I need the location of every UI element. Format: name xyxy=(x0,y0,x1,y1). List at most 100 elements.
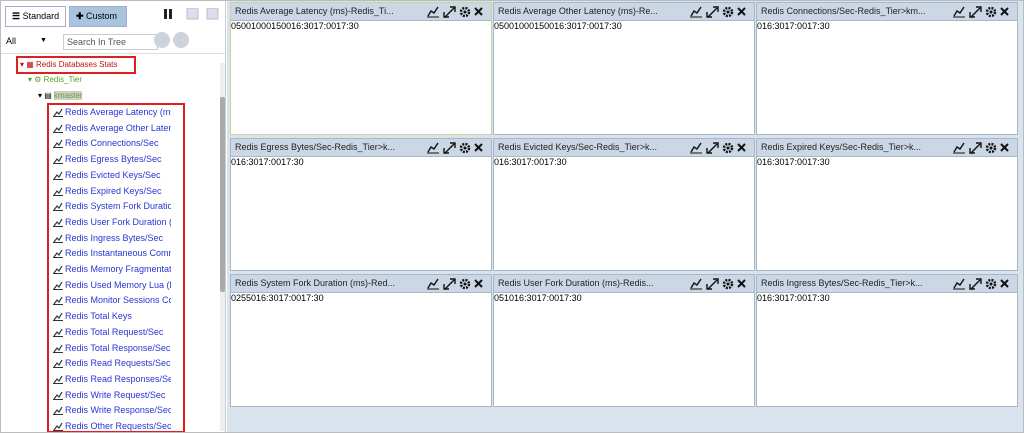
tree-item[interactable]: Redis Other Requests/Sec xyxy=(53,419,171,432)
tree-node[interactable]: ▾ ▤ kmaster xyxy=(38,91,83,100)
tree-label: Redis Databases Stats xyxy=(36,60,118,69)
tree-item[interactable]: Redis Write Request/Sec xyxy=(53,388,171,402)
panel-tools[interactable] xyxy=(953,142,1013,154)
chart-panel: Redis Egress Bytes/Sec-Redis_Tier>k... 01… xyxy=(230,138,492,271)
tree-label: kmaster xyxy=(54,91,83,100)
panel-title: Redis System Fork Duration (ms)-Red... xyxy=(235,278,396,288)
y-tick-label: 0 xyxy=(757,293,763,303)
panel-tools[interactable] xyxy=(690,278,750,290)
tree-item[interactable]: Redis Connections/Sec xyxy=(53,136,171,150)
panel-tools[interactable] xyxy=(690,6,750,18)
x-tick-label: 17:30 xyxy=(807,293,830,303)
chart: 05001000150016:3017:0017:30 xyxy=(231,21,359,31)
tree-label: Redis Write Request/Sec xyxy=(65,389,166,400)
x-tick-label: 17:00 xyxy=(784,293,808,303)
x-tick-label: 16:30 xyxy=(762,293,785,303)
panel-tools[interactable] xyxy=(427,278,487,290)
panel-tools[interactable] xyxy=(953,278,1013,290)
tree-item[interactable]: Redis Average Other Latency xyxy=(53,121,171,135)
tree-item[interactable]: Redis Total Request/Sec xyxy=(53,325,171,339)
panel-title: Redis Expired Keys/Sec-Redis_Tier>k... xyxy=(761,142,921,152)
tree-node[interactable]: ▾ ⚙ Redis_Tier xyxy=(28,75,83,84)
scrollbar[interactable] xyxy=(220,63,225,431)
chart: 016:3017:0017:30 xyxy=(494,157,567,167)
panel-tools[interactable] xyxy=(427,142,487,154)
y-tick-label: 25 xyxy=(236,293,247,303)
tree-item[interactable]: Redis Ingress Bytes/Sec xyxy=(53,231,171,245)
tree-item[interactable]: Redis Evicted Keys/Sec xyxy=(53,168,171,182)
x-tick-label: 16:30 xyxy=(554,21,577,31)
panel-title: Redis User Fork Duration (ms)-Redis... xyxy=(498,278,654,288)
tab[interactable]: ✚ Custom xyxy=(69,6,127,27)
x-tick-label: 17:00 xyxy=(784,21,808,31)
panel-header: Redis Ingress Bytes/Sec-Redis_Tier>k... xyxy=(757,275,1017,293)
tree-item[interactable]: Redis Read Requests/Sec xyxy=(53,356,171,370)
x-tick-label: 16:30 xyxy=(256,293,279,303)
tree-root[interactable]: ▾ ▦ Redis Databases Stats xyxy=(20,60,118,69)
tree-label: Redis User Fork Duration (ms xyxy=(65,216,171,227)
search-input[interactable]: Search In Tree xyxy=(63,34,158,50)
y-tick-label: 500 xyxy=(499,21,515,31)
y-tick-label: 0 xyxy=(231,157,237,167)
panel-tools[interactable] xyxy=(690,142,750,154)
tree-item[interactable]: Redis Average Latency (ms) xyxy=(53,105,171,119)
tree-label: Redis Expired Keys/Sec xyxy=(65,185,162,196)
x-tick-label: 17:00 xyxy=(258,157,282,167)
sidebar: ☰ Standard ✚ Custom All ▼ Search In Tree … xyxy=(1,1,226,432)
tree-item[interactable]: Redis Total Keys xyxy=(53,309,171,323)
tree-label: Redis Average Other Latency xyxy=(65,122,171,133)
dashboard: Redis Average Latency (ms)-Redis_Ti... 05… xyxy=(227,1,1023,432)
y-tick-label: 1500 xyxy=(271,21,292,31)
panel-tools[interactable] xyxy=(427,6,487,18)
x-tick-label: 16:30 xyxy=(762,21,785,31)
panel-header: Redis Expired Keys/Sec-Redis_Tier>k... xyxy=(757,139,1017,157)
x-tick-label: 16:30 xyxy=(514,293,537,303)
x-tick-label: 17:30 xyxy=(807,157,830,167)
tree-label: Redis Evicted Keys/Sec xyxy=(65,169,161,180)
chart: 05001000150016:3017:0017:30 xyxy=(494,21,622,31)
tree-label: Redis_Tier xyxy=(43,75,83,84)
chart: 016:3017:0017:30 xyxy=(757,157,830,167)
panel-header: Redis Average Latency (ms)-Redis_Ti... xyxy=(231,3,491,21)
panel-tools[interactable] xyxy=(953,6,1013,18)
y-tick-label: 50 xyxy=(246,293,257,303)
y-tick-label: 5 xyxy=(499,293,505,303)
tree-item[interactable]: Redis Memory Fragmentation xyxy=(53,262,171,276)
tree-item[interactable]: Redis User Fork Duration (ms xyxy=(53,215,171,229)
panel-title: Redis Average Other Latency (ms)-Re... xyxy=(498,6,658,16)
x-tick-label: 17:30 xyxy=(559,293,582,303)
x-tick-label: 16:30 xyxy=(236,157,259,167)
panel-header: Redis System Fork Duration (ms)-Red... xyxy=(231,275,491,293)
annotation-box xyxy=(47,103,185,432)
annotation-box xyxy=(16,56,136,74)
tree-label: Redis Total Response/Sec xyxy=(65,342,171,353)
panel-title: Redis Average Latency (ms)-Redis_Ti... xyxy=(235,6,394,16)
tree-item[interactable]: Redis System Fork Duration ( xyxy=(53,199,171,213)
search-buttons[interactable] xyxy=(154,31,192,49)
tree-item[interactable]: Redis Read Responses/Sec xyxy=(53,372,171,386)
tree-item[interactable]: Redis Egress Bytes/Sec xyxy=(53,152,171,166)
chart-panel: Redis Average Other Latency (ms)-Re... 05… xyxy=(493,2,755,135)
tree-item[interactable]: Redis Expired Keys/Sec xyxy=(53,184,171,198)
panel-title: Redis Evicted Keys/Sec-Redis_Tier>k... xyxy=(498,142,657,152)
y-tick-label: 0 xyxy=(757,21,763,31)
tree-item[interactable]: Redis Total Response/Sec xyxy=(53,341,171,355)
tree-item[interactable]: Redis Write Response/Sec xyxy=(53,403,171,417)
x-tick-label: 17:30 xyxy=(336,21,359,31)
tab[interactable]: ☰ Standard xyxy=(5,6,67,27)
y-tick-label: 0 xyxy=(757,157,763,167)
y-tick-label: 1500 xyxy=(534,21,555,31)
tree-item[interactable]: Redis Instantaneous Comma xyxy=(53,246,171,260)
filter-select[interactable]: All ▼ xyxy=(6,36,47,46)
chart-panel: Redis Average Latency (ms)-Redis_Ti... 05… xyxy=(230,2,492,135)
tree-item[interactable]: Redis Monitor Sessions Cou xyxy=(53,293,171,307)
y-tick-label: 1000 xyxy=(514,21,535,31)
chart-panel: Redis Connections/Sec-Redis_Tier>km... 01… xyxy=(756,2,1018,135)
tree-item[interactable]: Redis Used Memory Lua (ME xyxy=(53,278,171,292)
y-tick-label: 0 xyxy=(494,293,500,303)
filter-value: All xyxy=(6,36,17,46)
toolbar-icons[interactable] xyxy=(163,8,219,20)
chart: 051016:3017:0017:30 xyxy=(494,293,582,303)
y-tick-label: 0 xyxy=(494,21,500,31)
tree-label: Redis Write Response/Sec xyxy=(65,405,171,416)
